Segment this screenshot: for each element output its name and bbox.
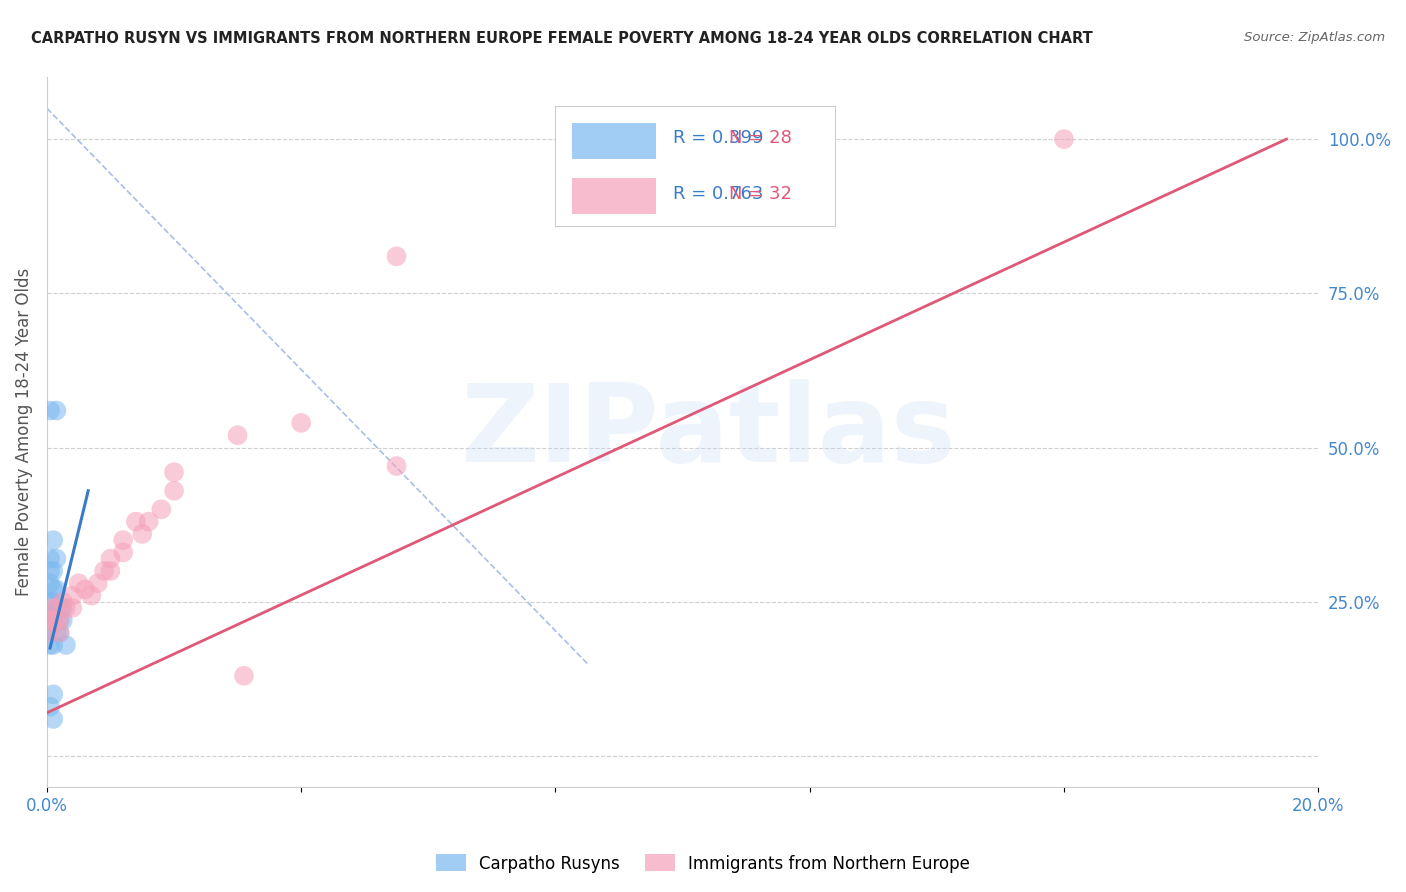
Point [112,533,135,547]
Point [233,669,256,683]
Point [39,619,62,633]
Point [60,601,83,615]
Point [42,613,65,627]
Point [385,249,408,263]
Point [42,582,65,597]
Point [42,601,65,615]
Point [112,545,135,559]
Point [42,638,65,652]
Point [1053,132,1076,146]
Point [42,564,65,578]
Point [42,613,65,627]
Point [73,582,96,597]
Point [67,576,90,591]
Point [45,551,67,566]
Point [163,483,186,498]
Point [39,607,62,621]
Text: CARPATHO RUSYN VS IMMIGRANTS FROM NORTHERN EUROPE FEMALE POVERTY AMONG 18-24 YEA: CARPATHO RUSYN VS IMMIGRANTS FROM NORTHE… [31,31,1092,46]
Point [45,582,67,597]
Point [42,595,65,609]
Point [55,638,77,652]
Point [39,576,62,591]
Text: Source: ZipAtlas.com: Source: ZipAtlas.com [1244,31,1385,45]
Point [39,595,62,609]
Legend: Carpatho Rusyns, Immigrants from Northern Europe: Carpatho Rusyns, Immigrants from Norther… [429,847,977,880]
Point [48,613,70,627]
Point [100,551,122,566]
Point [39,699,62,714]
Point [52,613,75,627]
Point [226,428,249,442]
Point [52,595,75,609]
Text: ZIPatlas: ZIPatlas [460,379,956,485]
Point [48,613,70,627]
Point [39,638,62,652]
Point [48,601,70,615]
Point [93,564,115,578]
Point [52,601,75,615]
Y-axis label: Female Poverty Among 18-24 Year Olds: Female Poverty Among 18-24 Year Olds [15,268,32,596]
Point [39,551,62,566]
Point [45,403,67,417]
Point [42,712,65,726]
Point [39,403,62,417]
Point [125,515,148,529]
Point [150,502,173,516]
Point [131,527,153,541]
Point [42,533,65,547]
Point [60,589,83,603]
Point [45,625,67,640]
Point [39,564,62,578]
Point [163,465,186,479]
Point [42,687,65,701]
Point [55,601,77,615]
Point [100,564,122,578]
Point [42,607,65,621]
Point [39,625,62,640]
Point [385,458,408,473]
Point [87,576,110,591]
Point [80,589,103,603]
Point [290,416,312,430]
Point [138,515,160,529]
Point [45,613,67,627]
Point [48,625,70,640]
Point [48,625,70,640]
Point [39,613,62,627]
Point [45,601,67,615]
